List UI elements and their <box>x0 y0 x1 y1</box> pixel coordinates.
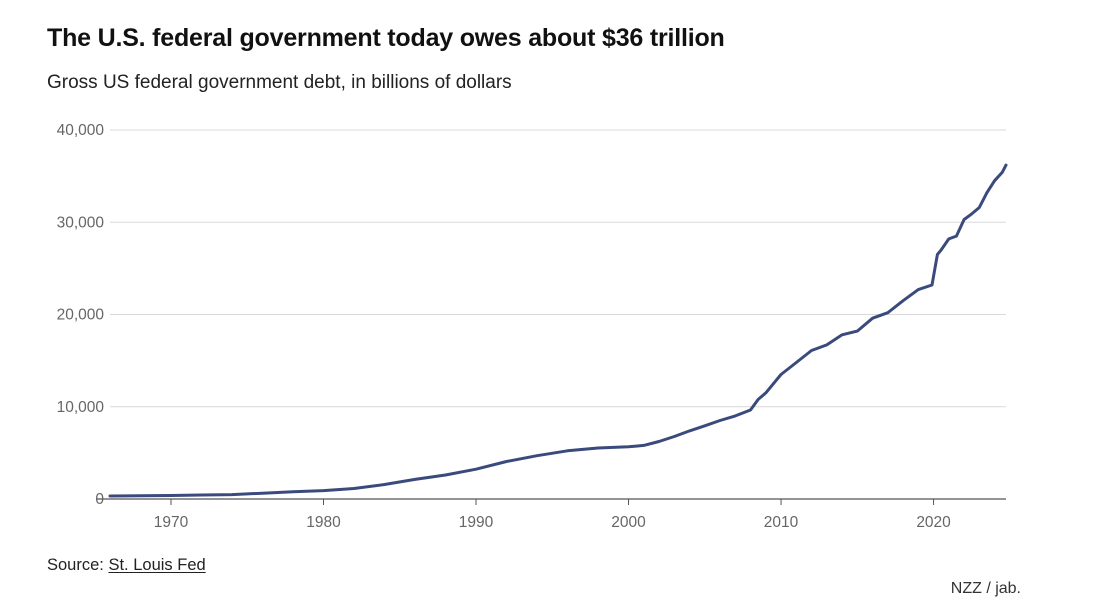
x-tick-label: 2000 <box>611 514 646 531</box>
x-tick-label: 2020 <box>916 514 951 531</box>
grid-layer <box>97 129 1006 500</box>
x-tick-label: 1990 <box>459 514 494 531</box>
y-tick-label: 30,000 <box>57 214 105 231</box>
x-tick-label: 1980 <box>306 514 341 531</box>
source-link[interactable]: St. Louis Fed <box>108 556 206 574</box>
credit-note: NZZ / jab. <box>950 580 1021 597</box>
debt-series-line <box>108 163 1008 498</box>
x-tick-label: 2010 <box>764 514 799 531</box>
y-tick-label: 0 <box>95 491 104 508</box>
source-note: Source: St. Louis Fed <box>47 556 206 575</box>
y-tick-label: 20,000 <box>57 307 105 324</box>
series-layer <box>108 163 1008 498</box>
y-tick-label: 40,000 <box>57 122 105 139</box>
chart-title: The U.S. federal government today owes a… <box>47 24 725 52</box>
x-axis-ticks: 1970 1980 1990 2000 2010 2020 <box>154 499 951 531</box>
source-prefix: Source: <box>47 556 104 574</box>
y-tick-label: 10,000 <box>57 399 105 416</box>
y-axis-ticks: 0 10,000 20,000 30,000 40,000 <box>57 122 105 508</box>
x-tick-label: 1970 <box>154 514 189 531</box>
chart-subtitle: Gross US federal government debt, in bil… <box>47 72 512 93</box>
